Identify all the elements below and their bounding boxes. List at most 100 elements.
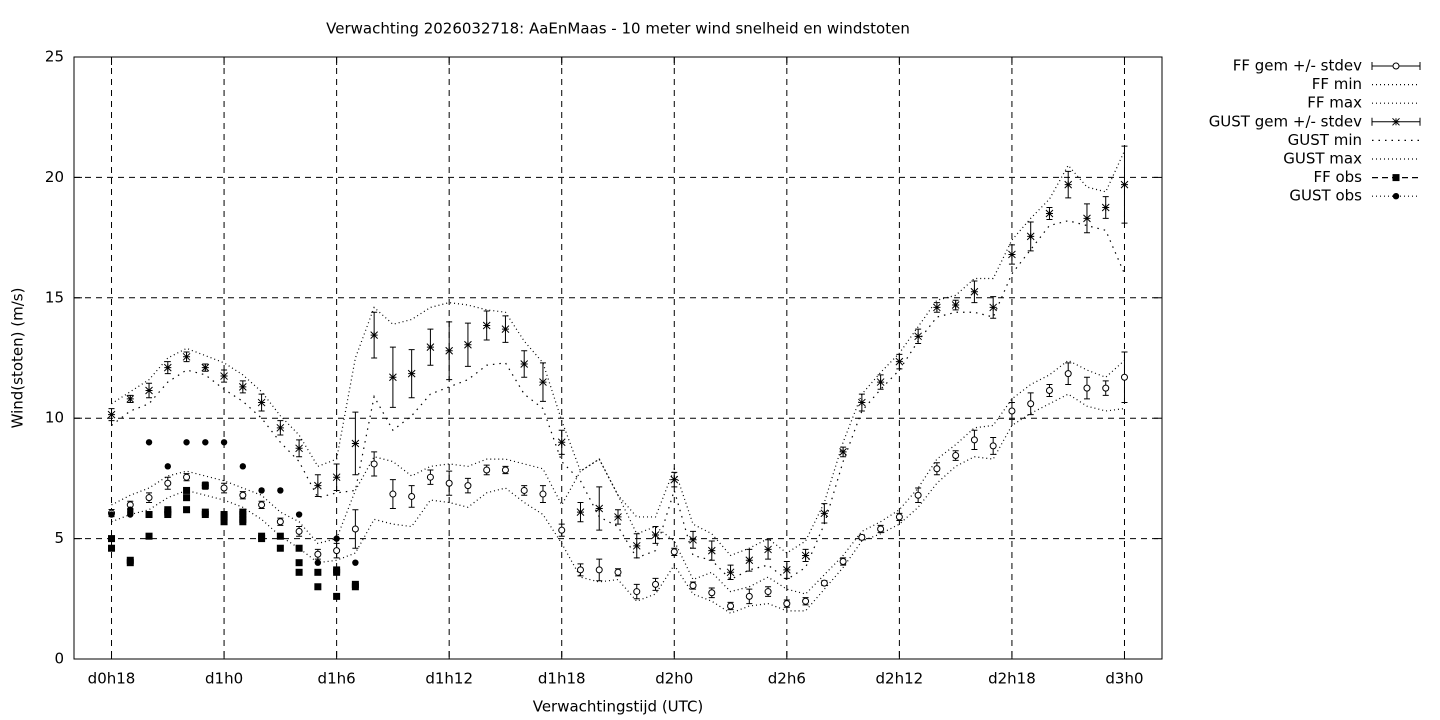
marker: [108, 535, 116, 543]
marker: [464, 340, 472, 349]
marker: [1026, 232, 1035, 241]
series-line: [111, 359, 1125, 595]
legend-label: GUST obs: [1289, 187, 1362, 205]
marker: [407, 369, 416, 378]
x-tick-label: d1h18: [538, 670, 586, 688]
marker: [126, 395, 135, 403]
marker: [145, 511, 153, 519]
marker: [1392, 62, 1400, 70]
marker: [558, 526, 566, 534]
marker: [107, 410, 116, 419]
marker: [989, 303, 998, 312]
marker: [201, 511, 209, 519]
marker: [351, 583, 359, 591]
marker: [876, 378, 885, 386]
marker: [1083, 384, 1091, 392]
x-tick-label: d1h6: [318, 670, 356, 688]
marker: [614, 568, 622, 576]
marker: [689, 582, 697, 590]
legend-label: FF gem +/- stdev: [1233, 57, 1362, 75]
y-tick-label: 0: [54, 650, 64, 668]
marker: [333, 547, 341, 555]
marker: [539, 378, 547, 386]
marker: [839, 448, 847, 456]
marker: [183, 439, 190, 446]
marker: [633, 588, 641, 596]
marker: [351, 525, 359, 533]
marker: [295, 511, 303, 518]
marker: [970, 287, 979, 296]
marker: [576, 508, 585, 516]
series-line: [111, 220, 1126, 581]
marker: [163, 363, 172, 372]
marker: [1392, 193, 1400, 200]
marker: [183, 486, 191, 494]
legend-label: FF obs: [1313, 168, 1362, 186]
chart-title: Verwachting 2026032718: AaEnMaas - 10 me…: [326, 20, 910, 38]
legend-label: FF max: [1307, 94, 1362, 112]
legend-label: GUST gem +/- stdev: [1209, 112, 1362, 130]
marker: [1392, 174, 1400, 182]
marker: [1045, 387, 1053, 395]
marker: [933, 465, 941, 473]
marker: [145, 386, 153, 395]
marker: [745, 592, 753, 600]
marker: [333, 568, 341, 576]
x-tick-label: d2h12: [876, 670, 924, 688]
marker: [332, 473, 341, 482]
marker: [220, 439, 228, 446]
marker: [370, 331, 378, 339]
marker: [1083, 214, 1091, 223]
marker: [782, 566, 791, 574]
marker: [389, 373, 397, 382]
marker: [258, 501, 266, 509]
marker: [670, 548, 678, 556]
marker: [1027, 400, 1035, 408]
marker: [595, 566, 603, 574]
marker: [539, 490, 547, 498]
marker: [1101, 203, 1110, 212]
marker: [708, 589, 716, 597]
marker: [408, 492, 416, 500]
marker: [858, 533, 866, 541]
marker: [295, 444, 303, 453]
marker: [520, 360, 529, 368]
marker: [951, 301, 960, 309]
marker: [295, 568, 303, 576]
marker: [276, 532, 284, 540]
marker: [351, 439, 360, 448]
marker: [1392, 117, 1400, 126]
marker: [670, 475, 679, 484]
x-tick-label: d1h0: [205, 670, 243, 688]
series-line: [111, 150, 1126, 557]
marker: [276, 423, 285, 432]
marker: [201, 363, 210, 372]
marker: [839, 557, 847, 565]
marker: [220, 518, 228, 526]
marker: [802, 597, 810, 605]
marker: [501, 466, 509, 474]
marker: [258, 487, 265, 494]
marker: [520, 486, 528, 494]
marker: [277, 487, 284, 494]
y-axis-label: Wind(stoten) (m/s): [9, 288, 27, 429]
marker: [389, 490, 397, 498]
marker: [1064, 180, 1073, 189]
marker: [595, 504, 604, 513]
marker: [108, 544, 116, 552]
marker: [1008, 407, 1016, 415]
marker: [445, 479, 453, 487]
marker: [557, 438, 566, 447]
marker: [145, 494, 153, 502]
marker: [970, 436, 978, 444]
marker: [164, 479, 172, 487]
marker: [295, 559, 303, 567]
marker: [652, 580, 660, 588]
marker: [370, 460, 378, 468]
marker: [482, 321, 491, 330]
marker: [614, 513, 622, 521]
marker: [314, 481, 322, 490]
marker: [501, 325, 510, 333]
marker: [801, 551, 810, 560]
y-tick-label: 10: [45, 409, 64, 427]
